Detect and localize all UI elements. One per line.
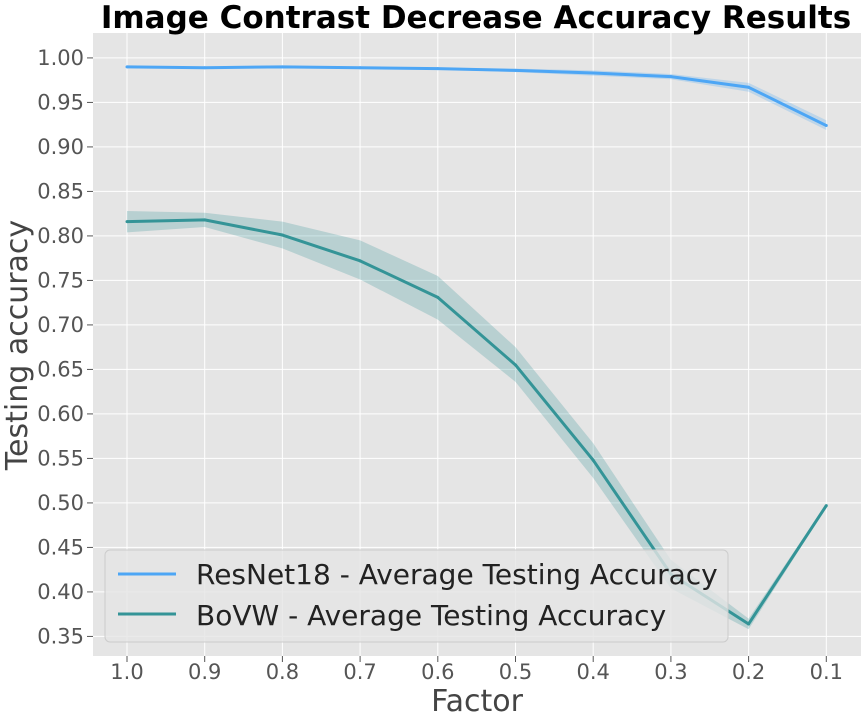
y-tick-label: 0.80 <box>37 224 84 248</box>
data-point <box>125 220 129 224</box>
x-tick-label: 0.6 <box>421 660 454 684</box>
y-tick-label: 0.55 <box>37 446 84 470</box>
y-tick-label: 1.00 <box>37 46 84 70</box>
x-tick-label: 0.2 <box>732 660 765 684</box>
legend-label-resnet18: ResNet18 - Average Testing Accuracy <box>196 558 718 591</box>
y-tick-label: 0.65 <box>37 357 84 381</box>
x-tick-label: 0.5 <box>499 660 532 684</box>
x-tick-label: 0.8 <box>266 660 299 684</box>
data-point <box>203 218 207 222</box>
x-tick-label: 0.7 <box>343 660 376 684</box>
y-tick-label: 0.45 <box>37 535 84 559</box>
y-tick-label: 0.70 <box>37 313 84 337</box>
x-tick-label: 0.3 <box>654 660 687 684</box>
data-point <box>669 75 673 79</box>
x-axis-label: Factor <box>431 684 523 719</box>
data-point <box>125 65 129 69</box>
data-point <box>747 85 751 89</box>
data-point <box>591 458 595 462</box>
data-point <box>436 67 440 71</box>
y-tick-label: 0.35 <box>37 624 84 648</box>
y-tick-label: 0.40 <box>37 580 84 604</box>
y-tick-label: 0.90 <box>37 135 84 159</box>
y-tick-label: 0.75 <box>37 268 84 292</box>
data-point <box>358 66 362 70</box>
data-point <box>514 68 517 72</box>
data-point <box>824 504 828 508</box>
data-point <box>280 65 284 69</box>
legend-box <box>104 549 729 643</box>
series-line-0 <box>126 65 827 127</box>
x-tick-label: 1.0 <box>110 660 143 684</box>
data-point <box>203 66 207 70</box>
x-tick-label: 0.4 <box>576 660 609 684</box>
data-point <box>358 259 362 263</box>
data-point <box>280 233 284 237</box>
chart-title: Image Contrast Decrease Accuracy Results <box>101 0 851 36</box>
data-point <box>747 622 751 626</box>
legend-label-bovw: BoVW - Average Testing Accuracy <box>196 599 666 632</box>
x-tick-label: 0.9 <box>188 660 221 684</box>
y-axis-label: Testing accuracy <box>0 220 35 471</box>
x-tick-labels: 1.0 0.9 0.8 0.7 0.6 0.5 0.4 0.3 0.2 0.1 <box>110 656 843 684</box>
data-point <box>824 124 828 128</box>
data-point <box>436 295 440 299</box>
y-tick-label: 0.60 <box>37 402 84 426</box>
y-tick-label: 0.95 <box>37 90 84 114</box>
y-tick-labels: 0.35 0.40 0.45 0.50 0.55 0.60 0.65 0.70 0.75 0.80… <box>37 46 93 648</box>
data-point <box>514 363 517 367</box>
y-tick-label: 0.50 <box>37 491 84 515</box>
legend: ResNet18 - Average Testing Accuracy BoVW… <box>104 549 729 643</box>
y-tick-label: 0.85 <box>37 179 84 203</box>
data-point <box>591 71 595 75</box>
x-tick-label: 0.1 <box>810 660 843 684</box>
